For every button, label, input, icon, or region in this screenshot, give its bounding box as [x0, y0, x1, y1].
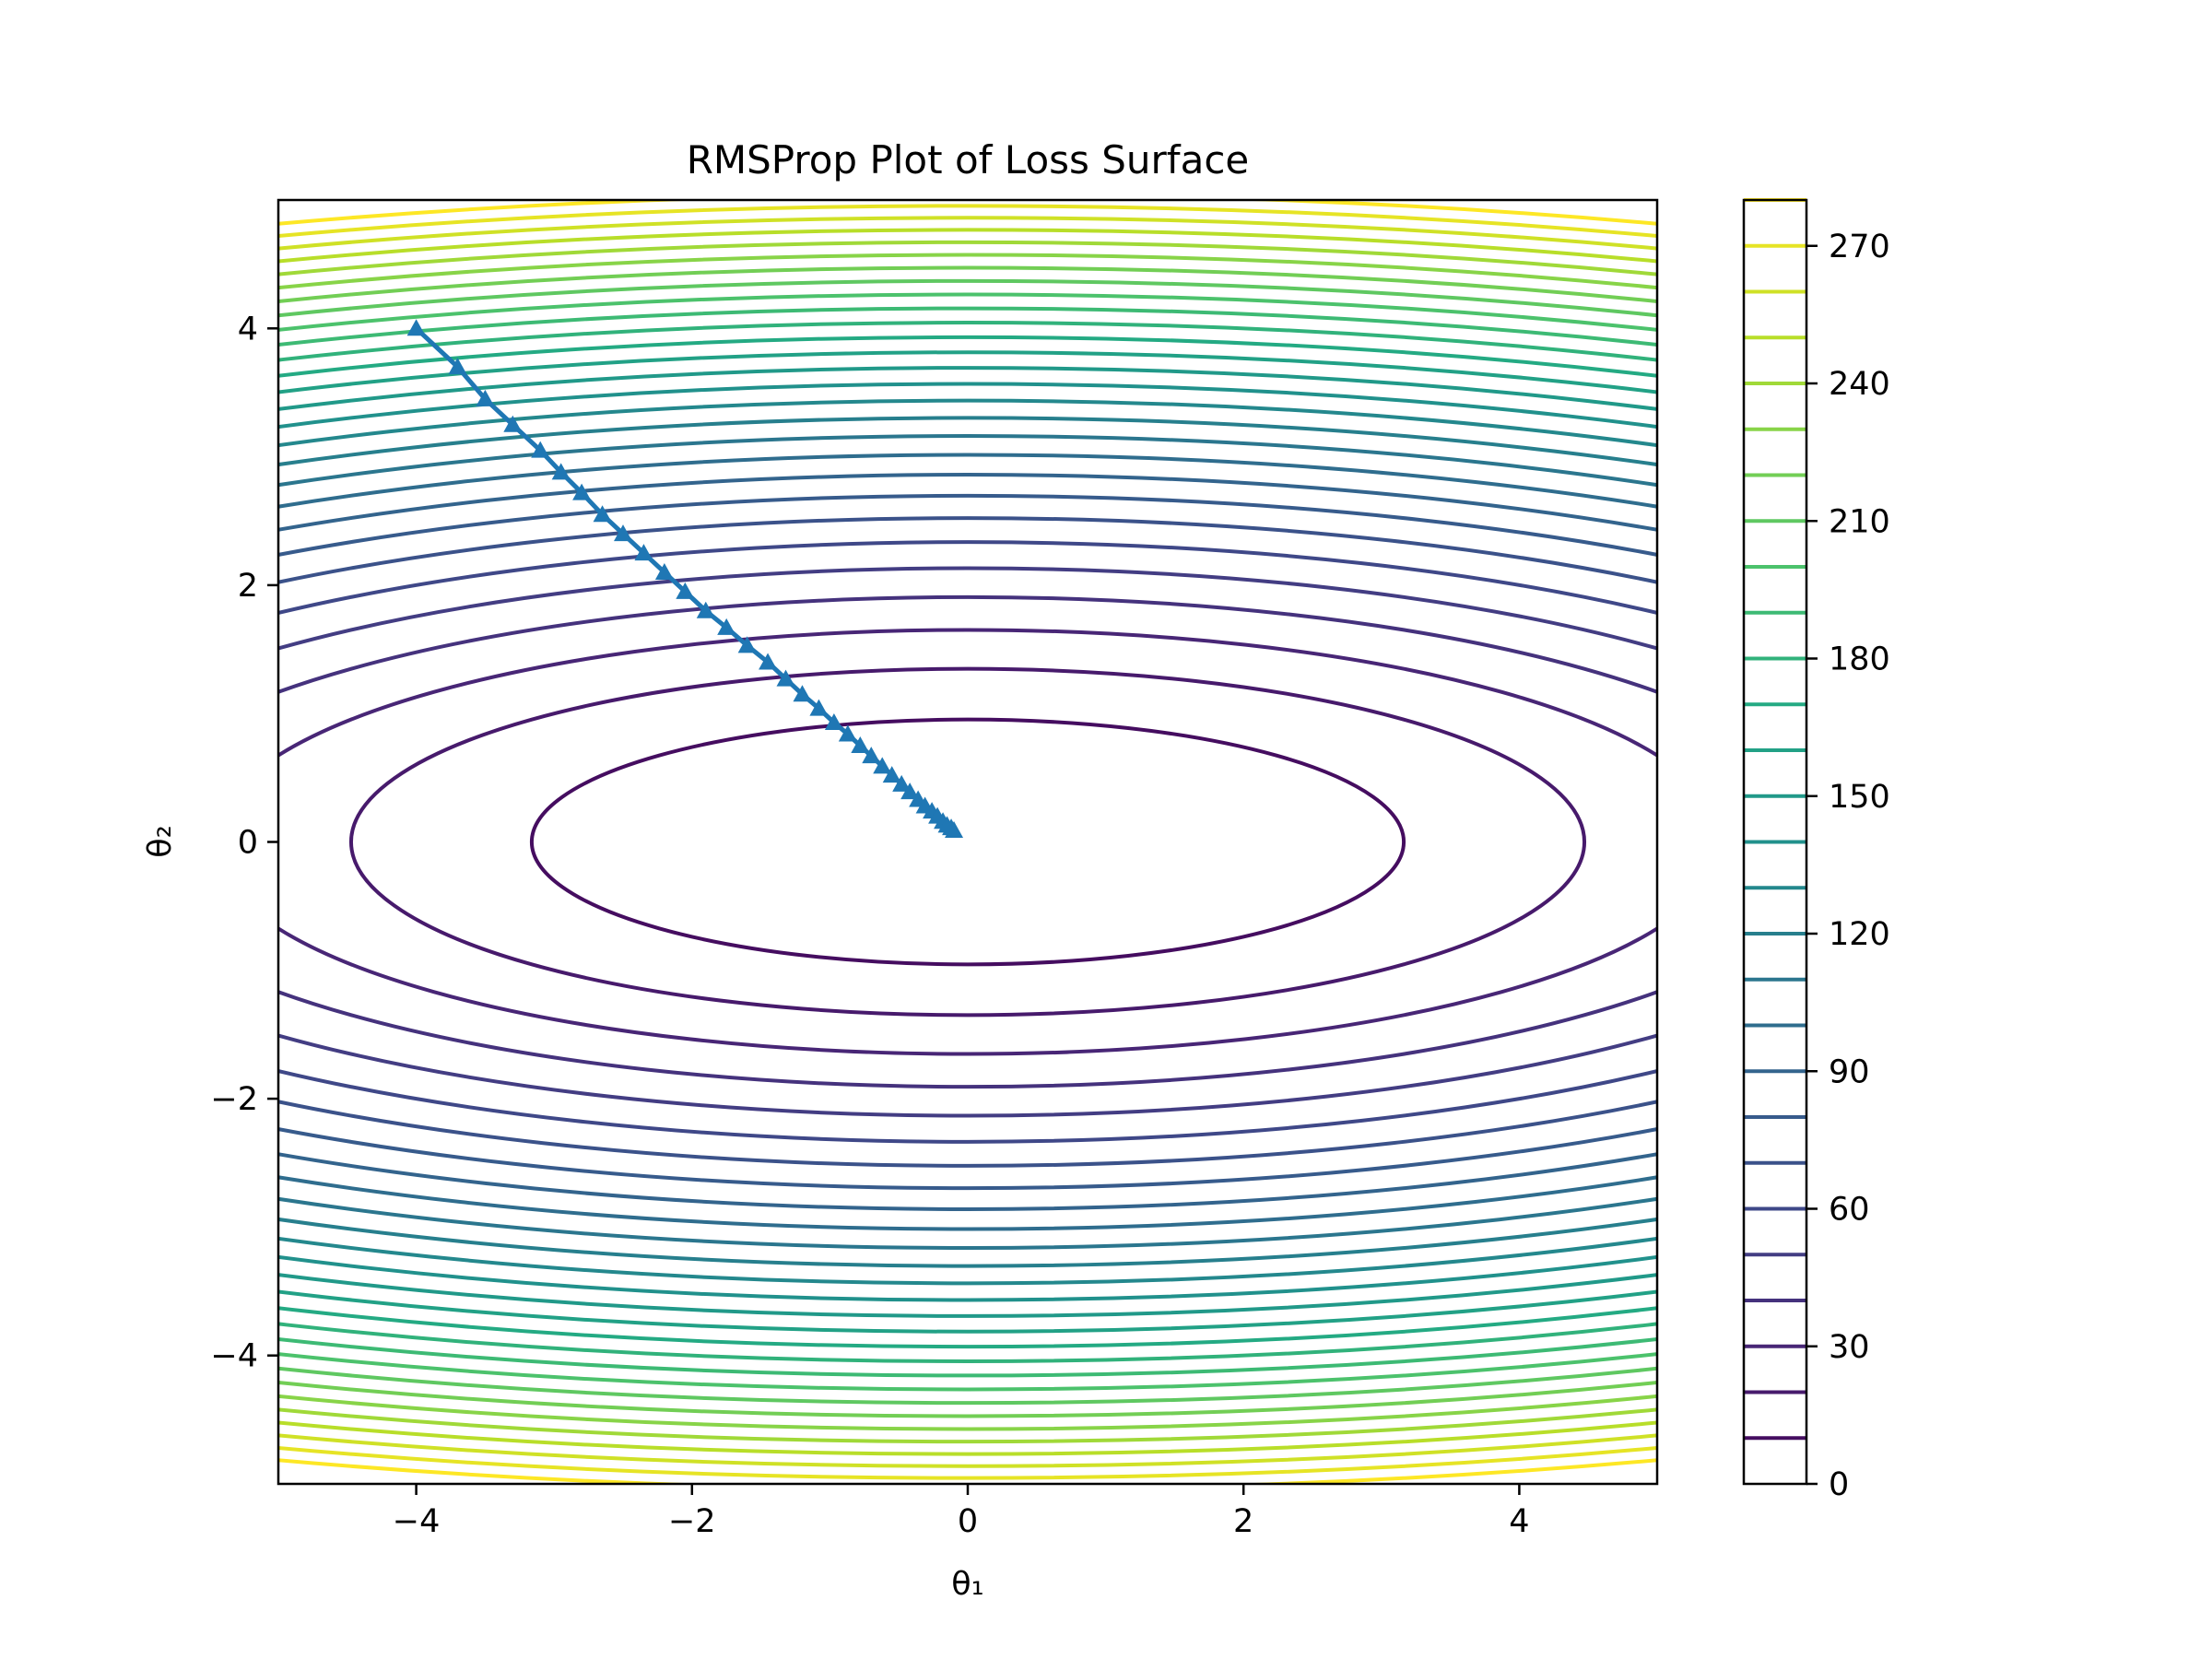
- x-tick-label: 0: [958, 1503, 978, 1540]
- x-tick-label: −2: [668, 1503, 716, 1540]
- path-marker-4: [531, 441, 550, 458]
- contour-level-190: [278, 306, 1657, 1378]
- colorbar-tick-label: 90: [1829, 1053, 1870, 1090]
- chart-title: RMSProp Plot of Loss Surface: [687, 137, 1250, 182]
- x-tick-label: 4: [1509, 1503, 1529, 1540]
- x-axis-ticks: −4 −2 0 2 4: [393, 1484, 1530, 1540]
- contour-level-180: [278, 321, 1657, 1363]
- colorbar-tick-label: 240: [1829, 366, 1890, 403]
- contour-level-20: [348, 666, 1587, 1018]
- path-marker-20: [838, 724, 857, 742]
- path-marker-12: [696, 601, 715, 618]
- path-marker-16: [776, 669, 795, 687]
- x-tick-label: 2: [1233, 1503, 1253, 1540]
- path-marker-23: [873, 757, 892, 774]
- path-marker-11: [676, 582, 695, 599]
- x-axis-label: θ₁: [951, 1566, 983, 1603]
- path-marker-26: [900, 782, 920, 800]
- contour-level-80: [278, 493, 1657, 1191]
- contour-level-210: [278, 279, 1657, 1405]
- contour-level-170: [278, 335, 1657, 1348]
- colorbar-tick-label: 150: [1829, 779, 1890, 816]
- colorbar-tick-label: 210: [1829, 503, 1890, 540]
- contour-level-130: [278, 398, 1657, 1286]
- contour-level-220: [278, 265, 1657, 1418]
- path-marker-21: [851, 736, 870, 754]
- path-marker-17: [793, 685, 812, 702]
- contour-level-50: [278, 566, 1657, 1118]
- contour-level-250: [278, 228, 1657, 1456]
- path-marker-24: [882, 766, 901, 783]
- path-marker-10: [654, 562, 674, 580]
- path-marker-0: [406, 319, 426, 336]
- colorbar-tick-label: 270: [1829, 229, 1890, 265]
- y-tick-label: 4: [238, 311, 258, 347]
- y-axis-ticks: −4 −2 0 2 4: [210, 311, 278, 1375]
- y-axis-label: θ₂: [142, 825, 179, 857]
- colorbar-tick-label: 180: [1829, 641, 1890, 678]
- path-marker-5: [551, 463, 571, 480]
- contour-level-200: [278, 292, 1657, 1392]
- y-tick-label: −2: [210, 1081, 258, 1118]
- contour-lines: [278, 200, 1657, 1484]
- x-tick-label: −4: [393, 1503, 441, 1540]
- path-marker-25: [892, 774, 912, 792]
- contour-level-30: [278, 628, 1657, 1056]
- path-marker-19: [824, 712, 843, 730]
- path-marker-22: [862, 747, 881, 764]
- colorbar-tick-label: 60: [1829, 1192, 1870, 1229]
- contour-level-70: [278, 516, 1657, 1168]
- y-tick-label: 0: [238, 825, 258, 862]
- contour-level-10: [529, 717, 1406, 967]
- colorbar-frame: [1742, 198, 1808, 1486]
- contour-level-100: [278, 453, 1657, 1231]
- contour-level-270: [278, 204, 1657, 1480]
- contour-level-110: [278, 434, 1657, 1250]
- y-tick-label: −4: [210, 1338, 258, 1375]
- colorbar-tick-label: 0: [1829, 1466, 1849, 1503]
- colorbar-tick-label: 120: [1829, 916, 1890, 953]
- path-marker-1: [448, 358, 467, 375]
- path-marker-2: [476, 389, 495, 406]
- path-marker-18: [809, 699, 829, 716]
- contour-level-150: [278, 366, 1657, 1318]
- contour-level-140: [278, 382, 1657, 1302]
- path-marker-8: [614, 524, 632, 542]
- path-marker-14: [737, 636, 757, 653]
- colorbar-level-lines: [1744, 198, 1806, 1441]
- contour-level-160: [278, 350, 1657, 1334]
- contour-level-60: [278, 540, 1657, 1144]
- path-marker-6: [572, 483, 592, 500]
- path-marker-34: [945, 820, 964, 838]
- colorbar-ticks: 0 30 60 90 120 150 180 210 240 270: [1806, 229, 1890, 1503]
- y-tick-label: 2: [238, 568, 258, 605]
- path-marker-3: [503, 415, 523, 432]
- optimizer-path: [406, 319, 964, 838]
- contour-level-120: [278, 416, 1657, 1268]
- path-marker-13: [717, 618, 736, 635]
- contour-level-230: [278, 253, 1657, 1431]
- contour-level-260: [278, 216, 1657, 1468]
- path-marker-15: [759, 653, 778, 670]
- contour-level-40: [278, 594, 1657, 1089]
- colorbar-tick-label: 30: [1829, 1329, 1870, 1366]
- contour-level-240: [278, 241, 1657, 1443]
- path-marker-7: [593, 505, 612, 523]
- path-marker-9: [634, 544, 653, 561]
- contour-level-90: [278, 473, 1657, 1211]
- colorbar: 0 30 60 90 120 150 180 210 240 270: [1742, 198, 1890, 1503]
